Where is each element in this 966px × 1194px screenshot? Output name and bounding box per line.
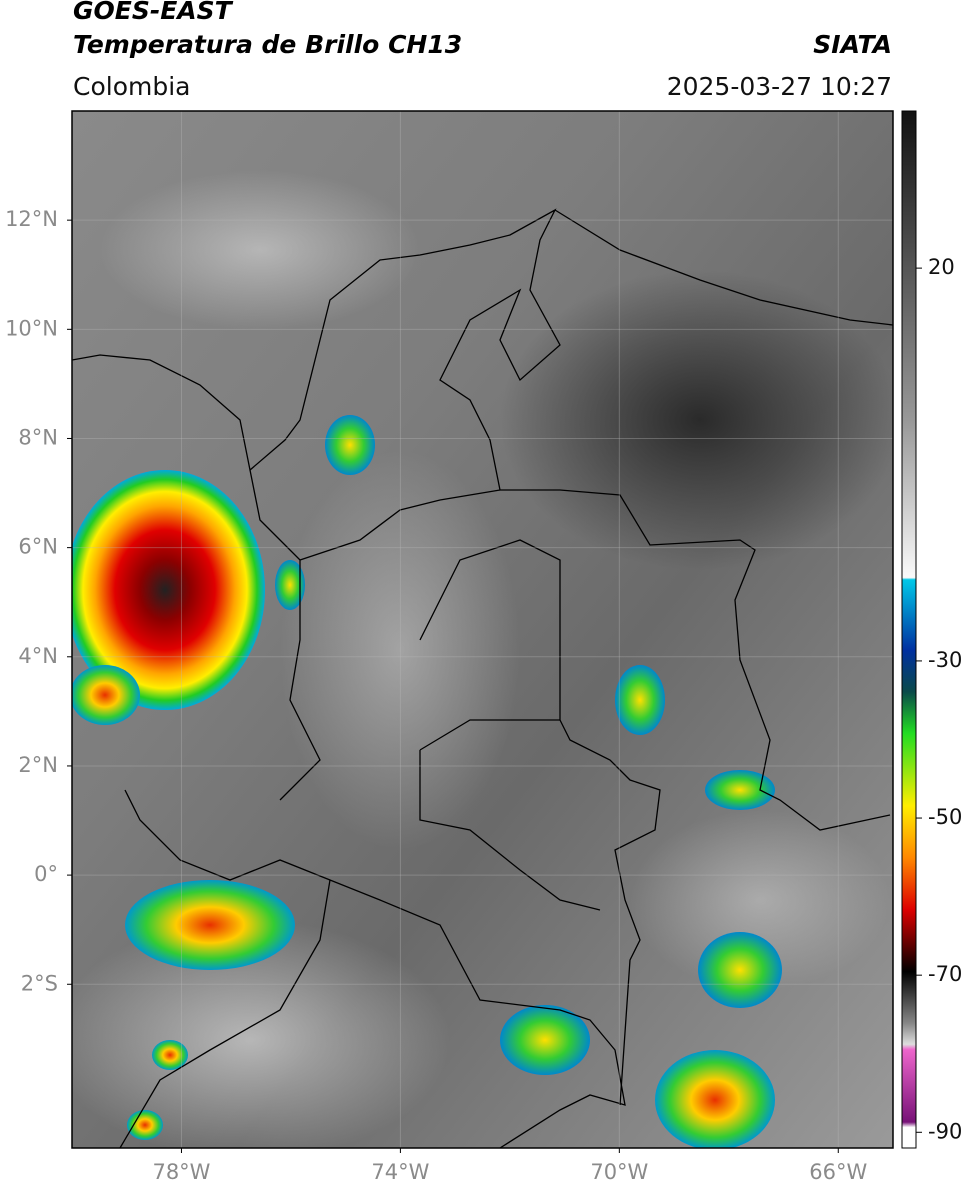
y-tick-label: 0°: [34, 862, 58, 886]
y-tick-label: 2°S: [21, 971, 58, 995]
colorbar: [901, 110, 917, 1149]
y-tick-label: 10°N: [5, 316, 58, 340]
x-tick-label: 78°W: [152, 1160, 210, 1184]
y-tick-label: 12°N: [5, 207, 58, 231]
y-tick-label: 2°N: [18, 753, 58, 777]
subtitle: Temperatura de Brillo CH13: [73, 30, 462, 59]
satellite-image: [72, 111, 893, 1148]
colorbar-tick-label: -50: [928, 805, 962, 829]
datetime: 2025-03-27 10:27: [667, 72, 892, 101]
x-tick-label: 66°W: [809, 1160, 867, 1184]
title: GOES-EAST: [73, 0, 234, 25]
y-tick-label: 8°N: [18, 425, 58, 449]
y-tick-label: 6°N: [18, 535, 58, 559]
x-tick-label: 74°W: [371, 1160, 429, 1184]
region: Colombia: [73, 72, 190, 101]
map-frame: [71, 110, 894, 1149]
source: SIATA: [813, 30, 892, 59]
graticule: [72, 111, 893, 1148]
x-tick-label: 70°W: [590, 1160, 648, 1184]
colorbar-tick-label: -90: [928, 1119, 962, 1143]
y-tick-label: 4°N: [18, 644, 58, 668]
colorbar-tick-label: 20: [928, 255, 955, 279]
colorbar-tick-label: -70: [928, 962, 962, 986]
colorbar-tick-label: -30: [928, 648, 962, 672]
